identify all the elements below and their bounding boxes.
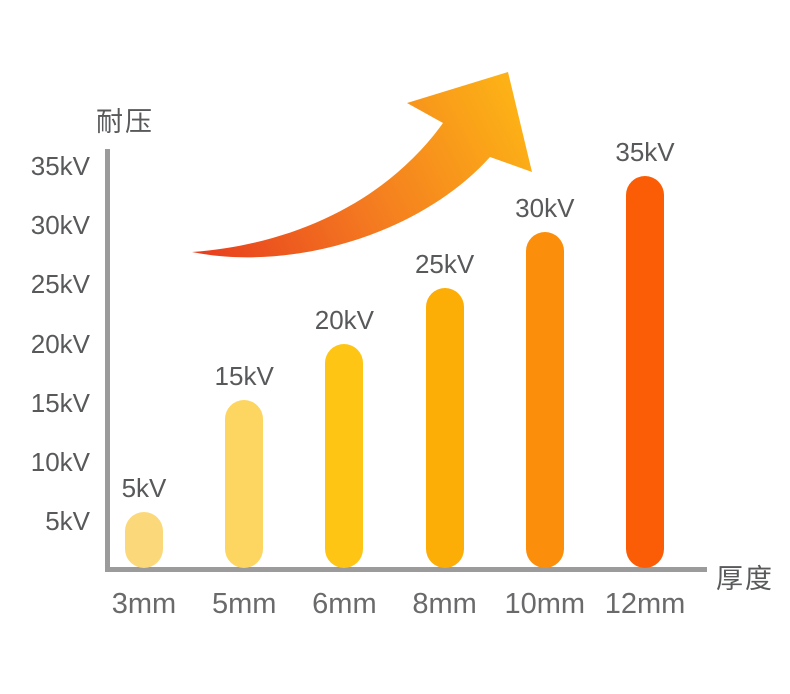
x-tick-label: 12mm (604, 588, 686, 620)
y-tick-label: 35kV (30, 151, 90, 181)
y-axis-title: 耐压 (96, 107, 154, 137)
y-tick-label: 5kV (45, 506, 90, 537)
y-tick-label: 30kV (30, 210, 90, 241)
bar-value-label: 25kV (414, 249, 475, 279)
y-tick-label: 20kV (30, 328, 90, 359)
y-axis-line (105, 149, 110, 572)
bar-5mm (225, 400, 264, 568)
bar-10mm (525, 232, 564, 568)
bar-value-label: 20kV (314, 305, 375, 335)
bar-8mm (425, 288, 464, 568)
bar-6mm (325, 344, 364, 568)
growth-trend-arrow-shape (192, 72, 532, 258)
y-tick-label: 15kV (30, 387, 90, 418)
y-tick-label: 25kV (30, 269, 90, 300)
bar-3mm (125, 512, 163, 568)
bar-value-label: 35kV (615, 137, 675, 167)
y-tick-label: 10kV (30, 447, 90, 477)
x-axis-line (105, 567, 707, 572)
x-tick-label: 10mm (504, 588, 586, 620)
bar-value-label: 30kV (515, 193, 575, 223)
x-tick-label: 6mm (312, 588, 377, 620)
x-tick-label: 3mm (111, 588, 177, 620)
x-tick-label: 5mm (211, 588, 277, 620)
bar-value-label: 5kV (121, 473, 167, 503)
bar-12mm (626, 176, 664, 568)
bar-value-label: 15kV (214, 361, 274, 391)
x-axis-title: 厚度 (716, 564, 774, 594)
x-tick-label: 8mm (412, 588, 477, 620)
